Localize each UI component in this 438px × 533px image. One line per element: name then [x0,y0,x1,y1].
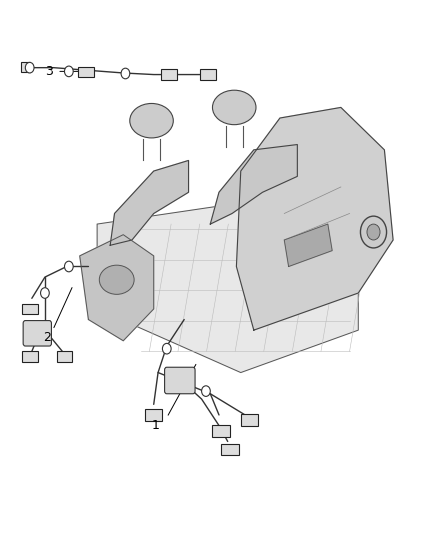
Polygon shape [237,108,393,330]
Circle shape [121,68,130,79]
Bar [21,62,30,72]
Bar [241,415,258,426]
Circle shape [64,261,73,272]
Ellipse shape [130,103,173,138]
Circle shape [367,224,380,240]
FancyBboxPatch shape [165,367,195,394]
Polygon shape [110,160,188,245]
Bar [212,425,230,437]
Circle shape [360,216,387,248]
Polygon shape [210,144,297,224]
Circle shape [162,343,171,354]
Circle shape [64,66,73,77]
FancyBboxPatch shape [23,320,51,346]
Circle shape [25,62,34,73]
Circle shape [41,288,49,298]
Polygon shape [284,224,332,266]
Polygon shape [80,235,154,341]
Polygon shape [97,203,358,373]
Bar [57,351,72,362]
Bar [221,443,239,455]
Bar [200,69,216,80]
Bar [145,409,162,421]
Bar [78,67,94,77]
Text: 3: 3 [45,65,53,78]
Text: 1: 1 [152,419,160,432]
Bar [22,304,38,314]
Bar [22,351,38,362]
Circle shape [201,386,210,397]
Ellipse shape [99,265,134,294]
Text: 2: 2 [43,330,51,344]
Ellipse shape [212,90,256,125]
Bar [161,69,177,80]
